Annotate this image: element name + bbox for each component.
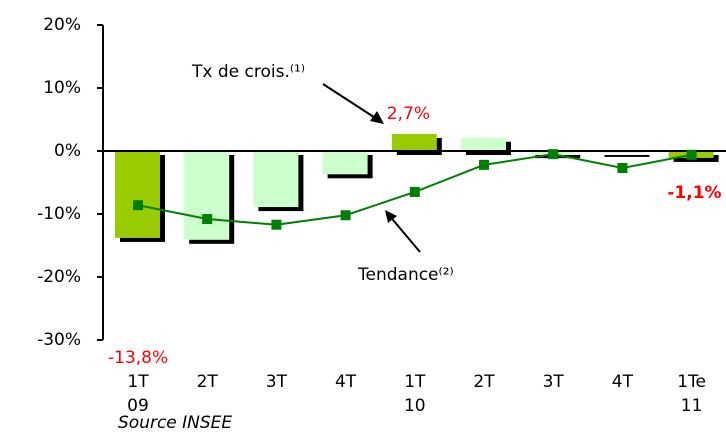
source: Source INSEE	[118, 413, 233, 433]
trend-point	[133, 200, 143, 211]
x-tick-label: 2T	[196, 372, 218, 392]
trend-point	[409, 186, 420, 197]
bar-annotation: Tx de crois.⁽¹⁾	[191, 62, 305, 82]
trend-point	[548, 149, 559, 160]
y-tick-label: 10%	[43, 78, 81, 98]
line-annotation: Tendance⁽²⁾	[357, 265, 454, 285]
bar	[115, 151, 160, 238]
bar	[253, 151, 299, 208]
value-label: -1,1%	[667, 183, 721, 203]
y-tick-label: -10%	[37, 204, 81, 224]
x-tick-label: 2T	[473, 372, 495, 392]
bar-shadow	[604, 155, 650, 157]
x-tick-label: 1Te 11	[677, 372, 706, 416]
x-tick-label: 4T	[334, 372, 357, 392]
arrow	[387, 213, 421, 253]
bar	[391, 133, 437, 151]
value-label: -13,8%	[108, 348, 168, 368]
x-tick-label: 3T	[265, 372, 287, 392]
y-tick-label: 20%	[43, 15, 81, 35]
value-label: 2,7%	[387, 104, 430, 124]
trend-point	[686, 149, 697, 160]
x-tick-label: 1T 09	[127, 372, 149, 416]
y-tick-label: -20%	[37, 267, 81, 287]
arrowhead	[385, 210, 397, 223]
trend-point	[202, 214, 213, 225]
trend-point	[617, 163, 628, 174]
x-tick-label: 1T 10	[403, 372, 426, 416]
trend-point	[271, 219, 282, 230]
y-tick-label: -30%	[37, 330, 81, 350]
trend-point	[479, 159, 489, 170]
x-tick-label: 4T	[611, 372, 633, 392]
bar	[184, 151, 230, 240]
arrowhead	[370, 111, 384, 124]
x-tick-label: 3T	[542, 372, 564, 392]
bar	[461, 137, 506, 151]
arrow	[322, 83, 381, 122]
bar	[322, 151, 368, 175]
trend-point	[340, 210, 351, 221]
y-tick-label: 0%	[54, 141, 81, 161]
